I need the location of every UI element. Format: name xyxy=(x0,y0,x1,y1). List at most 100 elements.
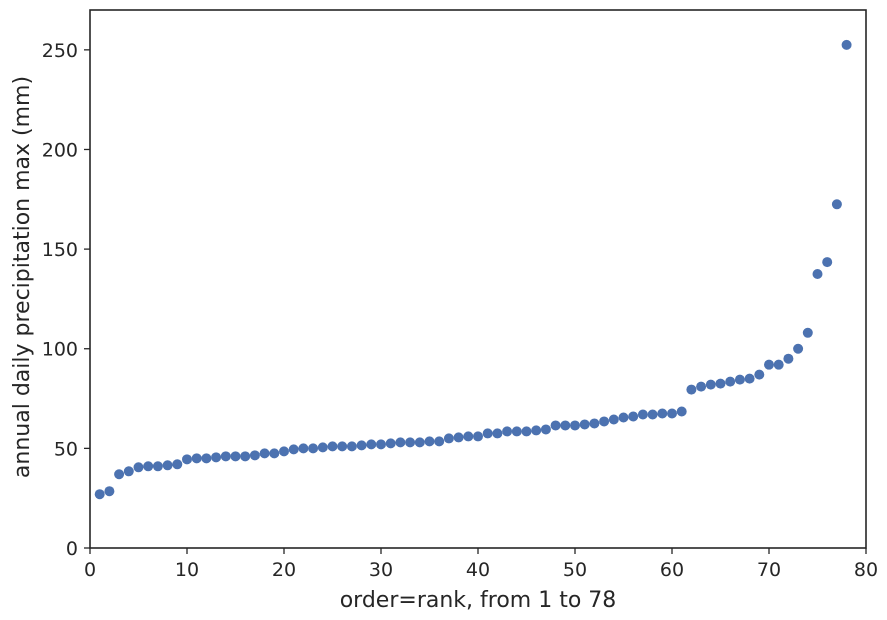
data-point xyxy=(94,489,105,500)
data-point xyxy=(831,199,842,210)
data-point xyxy=(502,426,513,437)
y-tick-label: 100 xyxy=(42,339,78,361)
data-point xyxy=(841,39,852,50)
data-point xyxy=(822,257,833,268)
data-point xyxy=(104,486,115,497)
data-point xyxy=(540,424,551,435)
data-point xyxy=(754,369,765,380)
x-tick-label: 30 xyxy=(369,559,393,581)
data-point xyxy=(356,440,367,451)
data-point xyxy=(337,441,348,452)
data-point xyxy=(414,437,425,448)
data-point xyxy=(133,462,144,473)
x-axis-label: order=rank, from 1 to 78 xyxy=(340,588,617,613)
data-point xyxy=(637,409,648,420)
data-point xyxy=(579,419,590,430)
data-point xyxy=(123,466,134,477)
y-tick-label: 250 xyxy=(42,40,78,62)
data-point xyxy=(802,327,813,338)
data-point xyxy=(550,420,561,431)
data-point xyxy=(647,409,658,420)
data-point xyxy=(628,411,639,422)
y-tick-label: 50 xyxy=(54,438,78,460)
data-point xyxy=(453,432,464,443)
data-point xyxy=(346,441,357,452)
data-point xyxy=(473,431,483,442)
data-point xyxy=(764,359,774,370)
data-point xyxy=(230,451,241,462)
x-tick-label: 20 xyxy=(272,559,296,581)
y-axis: 0 50 100 150 200 250 xyxy=(42,40,90,560)
data-point xyxy=(531,425,542,436)
data-point xyxy=(269,448,280,459)
data-point xyxy=(298,443,309,454)
x-tick-label: 70 xyxy=(757,559,781,581)
data-point xyxy=(793,343,804,354)
data-point xyxy=(201,453,212,464)
data-point xyxy=(259,448,270,459)
y-tick-label: 0 xyxy=(66,538,78,560)
data-point xyxy=(424,436,435,447)
data-point xyxy=(715,378,726,389)
data-point xyxy=(744,373,755,384)
data-point xyxy=(443,433,454,444)
data-point xyxy=(599,416,610,427)
data-point xyxy=(686,384,697,395)
data-point xyxy=(570,420,580,431)
data-point xyxy=(288,444,299,455)
data-point xyxy=(521,426,532,437)
data-point xyxy=(657,408,668,419)
x-tick-label: 10 xyxy=(175,559,199,581)
data-point xyxy=(220,451,231,462)
data-point xyxy=(482,428,493,439)
data-point xyxy=(812,269,823,280)
x-tick-label: 50 xyxy=(563,559,587,581)
data-point xyxy=(327,441,338,452)
data-point xyxy=(434,436,445,447)
data-point xyxy=(560,420,571,431)
data-point xyxy=(395,437,406,448)
x-tick-label: 0 xyxy=(84,559,96,581)
data-point xyxy=(162,460,173,471)
x-tick-label: 40 xyxy=(466,559,490,581)
y-axis-label: annual daily precipitation max (mm) xyxy=(10,76,35,478)
data-point xyxy=(366,439,377,450)
data-point xyxy=(705,379,716,390)
x-axis: 0 10 20 30 40 50 60 70 80 xyxy=(84,548,878,581)
data-point xyxy=(385,438,396,449)
plot-area xyxy=(89,9,867,549)
x-tick-label: 80 xyxy=(854,559,878,581)
data-point xyxy=(211,452,222,463)
data-point xyxy=(114,469,125,480)
data-points xyxy=(94,39,852,500)
data-point xyxy=(143,461,154,472)
data-point xyxy=(511,426,522,437)
data-point xyxy=(667,408,677,419)
data-point xyxy=(249,450,260,461)
data-point xyxy=(317,442,328,453)
data-point xyxy=(463,431,474,442)
data-point xyxy=(182,454,192,465)
data-point xyxy=(172,459,183,470)
y-tick-label: 200 xyxy=(42,139,78,161)
data-point xyxy=(696,381,707,392)
data-point xyxy=(240,451,251,462)
data-point xyxy=(734,374,745,385)
data-point xyxy=(376,439,386,450)
data-point xyxy=(405,437,416,448)
data-point xyxy=(191,453,202,464)
data-point xyxy=(589,418,600,429)
data-point xyxy=(725,376,736,387)
data-point xyxy=(279,446,289,457)
data-point xyxy=(308,443,319,454)
data-point xyxy=(492,428,503,439)
data-point xyxy=(783,353,794,364)
y-tick-label: 150 xyxy=(42,239,78,261)
x-tick-label: 60 xyxy=(660,559,684,581)
data-point xyxy=(152,461,163,472)
data-point xyxy=(608,414,619,425)
data-point xyxy=(773,359,784,370)
data-point xyxy=(618,412,629,423)
data-point xyxy=(676,406,687,417)
